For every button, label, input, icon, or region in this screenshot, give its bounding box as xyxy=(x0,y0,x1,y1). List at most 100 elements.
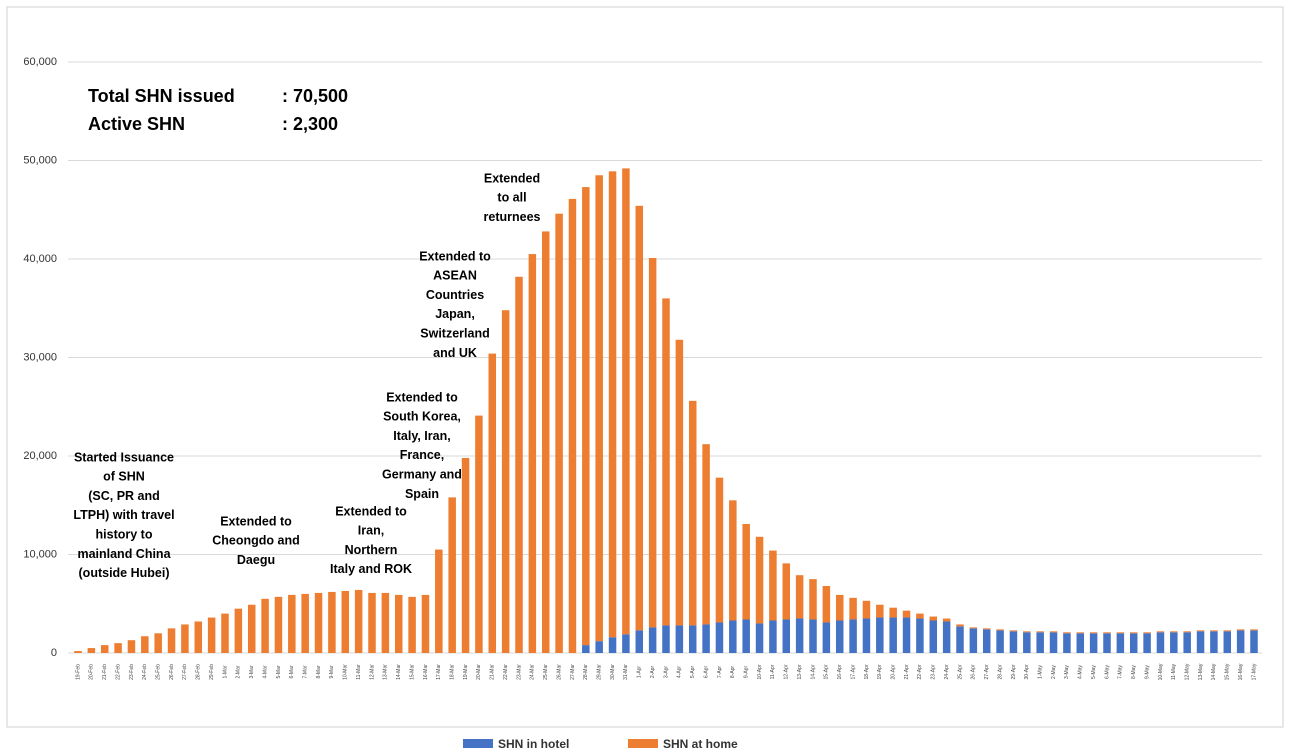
bar-segment xyxy=(956,624,964,627)
x-tick-label: 5-Apr xyxy=(690,666,696,679)
x-tick-label: 7-May xyxy=(1118,665,1124,679)
x-tick-label: 12-May xyxy=(1185,663,1191,680)
x-tick-label: 29-Apr xyxy=(1011,664,1017,679)
x-tick-label: 27-Mar xyxy=(570,664,576,680)
bar-segment xyxy=(595,175,603,642)
bar-segment xyxy=(1103,633,1111,653)
x-tick-label: 1-May xyxy=(1038,665,1044,679)
y-tick-label: 10,000 xyxy=(23,548,57,560)
x-tick-label: 19-Mar xyxy=(463,664,469,680)
x-tick-label: 10-Mar xyxy=(343,664,349,680)
bar-segment xyxy=(127,640,136,653)
annotation: of SHN xyxy=(103,470,145,484)
x-tick-label: 14-Mar xyxy=(396,664,402,680)
bar-segment xyxy=(916,618,924,653)
bar-segment xyxy=(662,625,670,653)
x-tick-label: 24-Mar xyxy=(530,664,536,680)
bar-segment xyxy=(247,604,256,653)
x-tick-label: 1-Apr xyxy=(637,666,643,679)
bar-segment xyxy=(1116,632,1125,634)
annotation: Countries xyxy=(426,288,484,302)
bar-segment xyxy=(956,626,964,653)
legend-swatch xyxy=(628,739,658,748)
bar-segment xyxy=(1076,633,1085,653)
bar-segment xyxy=(862,618,871,653)
legend-label: SHN in hotel xyxy=(498,737,569,751)
x-tick-label: 30-Mar xyxy=(610,664,616,680)
y-tick-label: 60,000 xyxy=(23,56,57,68)
x-tick-label: 29-Feb xyxy=(209,664,215,680)
x-tick-label: 13-Mar xyxy=(383,664,389,680)
x-tick-label: 16-May xyxy=(1238,663,1244,680)
bar-segment xyxy=(996,629,1004,631)
x-tick-label: 3-May xyxy=(1064,665,1070,679)
bar-segment xyxy=(795,618,804,653)
stat-label: Total SHN issued xyxy=(88,86,235,106)
bar-segment xyxy=(448,497,456,653)
annotation: (SC, PR and xyxy=(88,489,160,503)
bar-segment xyxy=(982,629,991,653)
annotation: (outside Hubei) xyxy=(79,566,170,580)
bar-segment xyxy=(755,536,764,624)
bar-segment xyxy=(328,591,336,653)
bar-segment xyxy=(555,213,563,653)
bar-segment xyxy=(809,619,817,653)
bar-segment xyxy=(1183,631,1191,633)
x-tick-label: 5-Mar xyxy=(276,665,282,678)
x-tick-label: 18-Mar xyxy=(450,664,456,680)
bar-segment xyxy=(501,310,510,653)
annotation: France, xyxy=(400,448,444,462)
bar-segment xyxy=(688,625,697,653)
annotation: to all xyxy=(497,191,526,205)
bar-segment xyxy=(1049,631,1058,633)
bar-segment xyxy=(1196,630,1205,632)
bar-segment xyxy=(889,607,897,618)
x-tick-label: 25-Feb xyxy=(156,664,162,680)
bar-segment xyxy=(1103,632,1111,634)
bar-segment xyxy=(1223,630,1232,632)
x-tick-label: 17-May xyxy=(1251,663,1257,680)
bar-segment xyxy=(662,298,670,626)
y-tick-label: 30,000 xyxy=(23,351,57,363)
bar-segment xyxy=(274,596,283,653)
bar-segment xyxy=(769,620,777,653)
annotation: LTPH) with travel xyxy=(73,508,174,522)
x-tick-label: 10-Apr xyxy=(757,664,763,679)
x-tick-label: 27-Feb xyxy=(182,664,188,680)
x-tick-label: 22-Apr xyxy=(917,664,923,679)
bar-segment xyxy=(301,593,309,653)
bar-segment xyxy=(1250,629,1258,631)
bar-segment xyxy=(1156,632,1165,653)
bar-segment xyxy=(982,628,991,630)
bar-segment xyxy=(822,622,831,653)
annotation: Italy, Iran, xyxy=(393,429,450,443)
bar-segment xyxy=(568,198,577,654)
bar-segment xyxy=(154,633,162,653)
x-tick-label: 12-Mar xyxy=(369,664,375,680)
bar-segment xyxy=(769,550,777,621)
bar-segment xyxy=(608,171,617,638)
bar-segment xyxy=(1023,632,1031,653)
bar-segment xyxy=(889,617,897,653)
annotation: Extended to xyxy=(335,504,407,518)
x-tick-label: 20-Feb xyxy=(89,664,95,680)
x-tick-label: 21-Feb xyxy=(102,664,108,680)
bar-segment xyxy=(475,415,483,653)
bar-segment xyxy=(729,500,737,621)
bar-segment xyxy=(782,563,791,620)
bar-segment xyxy=(461,457,470,653)
bar-segment xyxy=(929,616,938,621)
bar-segment xyxy=(755,623,764,653)
bar-segment xyxy=(742,619,750,653)
stat-value: : 2,300 xyxy=(282,114,338,134)
annotation: returnees xyxy=(484,210,541,224)
stat-label: Active SHN xyxy=(88,114,185,134)
x-tick-label: 15-Mar xyxy=(409,664,415,680)
bar-segment xyxy=(902,617,911,653)
x-tick-label: 15-May xyxy=(1225,663,1231,680)
bar-segment xyxy=(916,613,924,619)
annotation: Cheongdo and xyxy=(212,534,300,548)
bar-segment xyxy=(288,594,296,653)
bar-segment xyxy=(969,627,978,629)
annotation: Daegu xyxy=(237,553,275,567)
